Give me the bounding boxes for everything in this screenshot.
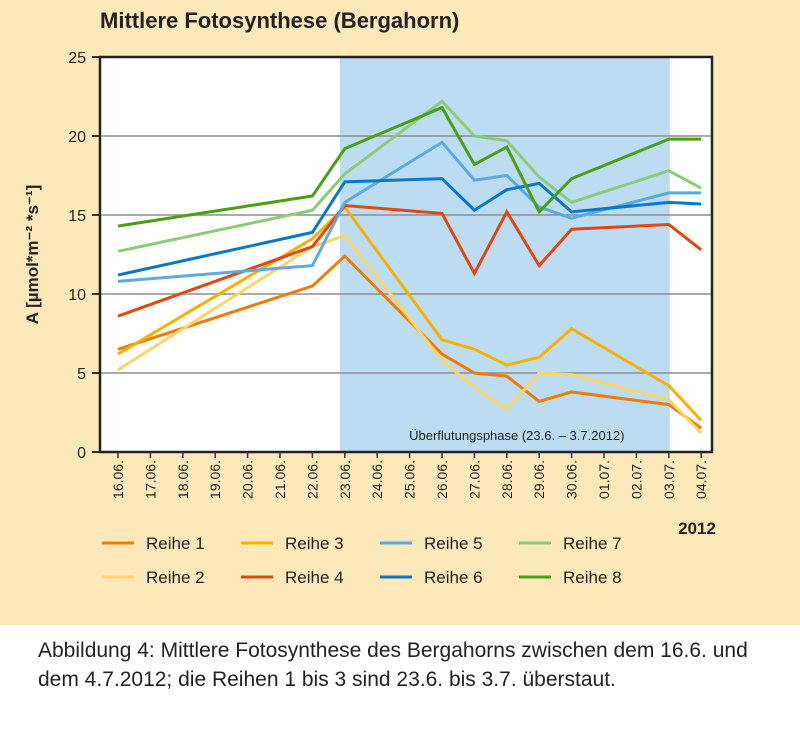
x-tick-label: 19.06.	[207, 460, 223, 499]
legend-label: Reihe 1	[146, 534, 205, 553]
y-axis-label: A [µmol*m⁻² *s⁻¹]	[23, 185, 42, 325]
legend-label: Reihe 7	[563, 534, 622, 553]
y-tick-label: 20	[68, 129, 86, 146]
x-tick-label: 17.06.	[142, 460, 158, 499]
x-tick-label: 20.06.	[240, 460, 256, 499]
y-tick-label: 15	[68, 208, 86, 225]
series-line-reihe-6	[117, 177, 702, 277]
x-tick-label: 25.06.	[402, 460, 418, 499]
x-tick-label: 04.07.	[693, 460, 709, 499]
legend-label: Reihe 2	[146, 568, 205, 587]
x-tick-label: 29.06.	[531, 460, 547, 499]
series-line-reihe-5	[117, 140, 702, 283]
x-tick-label: 18.06.	[175, 460, 191, 499]
legend-label: Reihe 8	[563, 568, 622, 587]
y-tick-label: 10	[68, 287, 86, 304]
line-chart: Überflutungsphase (23.6. – 3.7.2012) 0 5 10…	[23, 50, 716, 587]
x-tick-label: 03.07.	[661, 460, 677, 499]
y-tick-label: 5	[77, 366, 86, 383]
x-tick-label: 23.06.	[337, 460, 353, 499]
figure-caption: Abbildung 4: Mittlere Fotosynthese des B…	[38, 639, 748, 691]
x-tick-label: 27.06.	[466, 460, 482, 499]
series-line-reihe-4	[117, 203, 703, 318]
series-line-reihe-1	[117, 253, 703, 430]
x-axis-year-label: 2012	[678, 519, 716, 538]
legend-label: Reihe 6	[424, 568, 483, 587]
plot-border	[98, 55, 714, 454]
series-line-reihe-7	[117, 99, 702, 253]
flooding-phase-label: Überflutungsphase (23.6. – 3.7.2012)	[409, 428, 624, 443]
x-tick-label: 28.06.	[499, 460, 515, 499]
x-tick-label: 16.06.	[110, 460, 126, 499]
legend-label: Reihe 4	[285, 568, 344, 587]
x-tick-label: 21.06.	[272, 460, 288, 499]
flooding-phase-band	[339, 57, 670, 452]
x-tick-label: 26.06.	[434, 460, 450, 499]
legend-label: Reihe 5	[424, 534, 483, 553]
y-tick-label: 25	[68, 50, 86, 67]
x-tick-label: 01.07.	[596, 460, 612, 499]
legend-label: Reihe 3	[285, 534, 344, 553]
x-tick-label: 30.06.	[564, 460, 580, 499]
series-line-reihe-3	[117, 204, 703, 422]
x-tick-label: 02.07.	[628, 460, 644, 499]
series-line-reihe-2	[117, 233, 703, 435]
series-line-reihe-8	[117, 105, 702, 228]
chart-title: Mittlere Fotosynthese (Bergahorn)	[100, 8, 460, 33]
y-tick-label: 0	[77, 445, 86, 462]
x-tick-label: 24.06.	[369, 460, 385, 499]
x-tick-label: 22.06.	[304, 460, 320, 499]
